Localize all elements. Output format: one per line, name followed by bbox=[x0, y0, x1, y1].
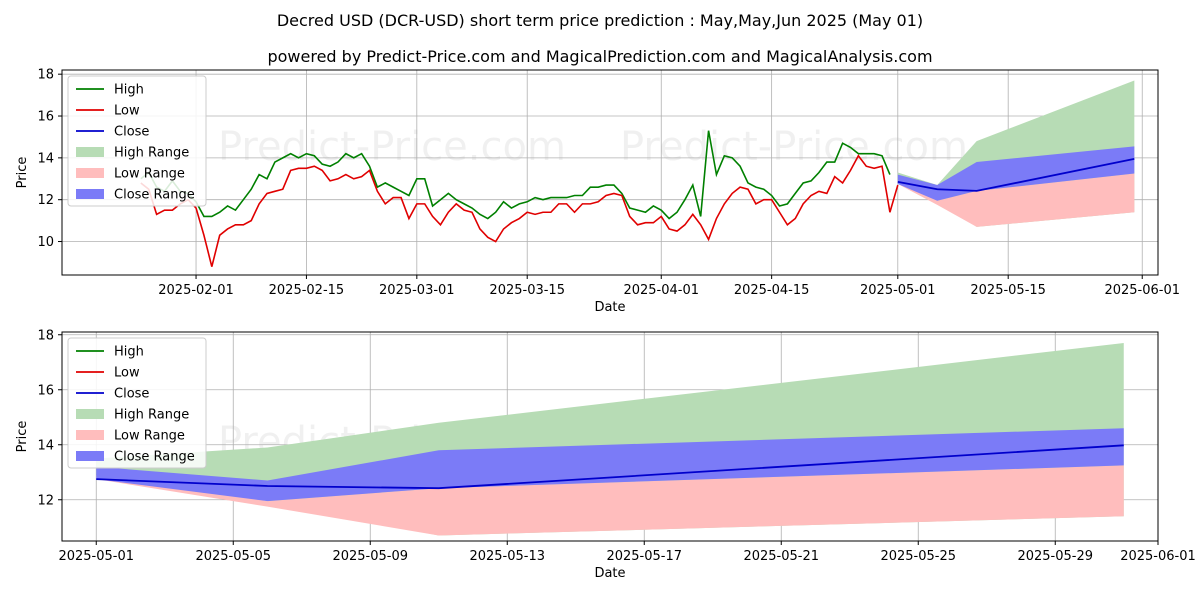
bottom-chart-panel: Predict-Price.comPredict-Price.com2025-0… bbox=[15, 328, 1196, 581]
chart-title: Decred USD (DCR-USD) short term price pr… bbox=[277, 11, 923, 30]
watermark-text: Predict-Price.com bbox=[218, 124, 566, 170]
x-tick-label: 2025-05-29 bbox=[1017, 549, 1093, 564]
plot-frame bbox=[61, 331, 1159, 542]
legend-entry-label: Close bbox=[114, 125, 149, 140]
close-range-band bbox=[897, 146, 1135, 201]
close-range-band bbox=[96, 428, 1124, 502]
y-tick-label: 10 bbox=[37, 235, 54, 250]
legend-swatch-patch bbox=[76, 147, 104, 157]
high-series-line bbox=[140, 130, 891, 220]
y-tick-label: 14 bbox=[37, 438, 54, 453]
x-tick-label: 2025-05-17 bbox=[606, 549, 682, 564]
legend-swatch-patch bbox=[76, 409, 104, 419]
legend-swatch-patch bbox=[76, 168, 104, 178]
legend-entry-label: High Range bbox=[114, 408, 189, 423]
legend-entry-label: High Range bbox=[114, 146, 189, 161]
close-series-line bbox=[96, 444, 1124, 490]
x-tick-label: 2025-03-01 bbox=[379, 283, 455, 298]
legend-entry-label: Low bbox=[114, 366, 140, 381]
x-tick-label: 2025-05-25 bbox=[880, 549, 956, 564]
legend-entry-label: Close Range bbox=[114, 188, 195, 203]
x-tick-label: 2025-02-01 bbox=[158, 283, 234, 298]
legend-swatch-patch bbox=[76, 430, 104, 440]
x-tick-label: 2025-06-01 bbox=[1120, 549, 1196, 564]
low-range-band bbox=[96, 465, 1124, 536]
y-axis-label: Price bbox=[15, 157, 30, 189]
legend-swatch-patch bbox=[76, 189, 104, 199]
y-tick-label: 16 bbox=[37, 110, 54, 125]
x-tick-label: 2025-05-01 bbox=[58, 549, 134, 564]
close-series-line bbox=[897, 158, 1135, 192]
legend-entry-label: High bbox=[114, 345, 144, 360]
x-axis-label: Date bbox=[594, 300, 625, 315]
y-tick-label: 14 bbox=[37, 151, 54, 166]
legend-entry-label: Low Range bbox=[114, 167, 185, 182]
x-axis-label: Date bbox=[594, 566, 625, 581]
x-tick-label: 2025-05-13 bbox=[469, 549, 545, 564]
x-tick-label: 2025-05-15 bbox=[970, 283, 1046, 298]
legend: High Low Close High Range Low Range Close Ran… bbox=[67, 337, 207, 469]
low-range-band bbox=[897, 173, 1135, 227]
legend-entry-label: Low Range bbox=[114, 429, 185, 444]
x-tick-label: 2025-05-05 bbox=[195, 549, 271, 564]
legend-entry-label: Close Range bbox=[114, 450, 195, 465]
legend-entry-label: Close bbox=[114, 387, 149, 402]
low-series-line bbox=[140, 154, 899, 267]
legend-entry-label: High bbox=[114, 83, 144, 98]
plot-frame bbox=[61, 69, 1159, 276]
top-chart-panel: Predict-Price.com Predict-Price.com 2025-0… bbox=[15, 68, 1180, 315]
chart-subtitle: powered by Predict-Price.com and Magical… bbox=[267, 47, 932, 66]
y-tick-label: 18 bbox=[37, 68, 54, 83]
legend-entry-label: Low bbox=[114, 104, 140, 119]
y-tick-label: 16 bbox=[37, 383, 54, 398]
watermark-text: Predict-Price.com bbox=[620, 124, 968, 170]
legend-swatch-patch bbox=[76, 451, 104, 461]
x-tick-label: 2025-06-01 bbox=[1104, 283, 1180, 298]
x-tick-label: 2025-05-09 bbox=[332, 549, 408, 564]
y-tick-label: 12 bbox=[37, 493, 54, 508]
x-tick-label: 2025-04-01 bbox=[623, 283, 699, 298]
y-tick-label: 18 bbox=[37, 328, 54, 343]
y-axis-label: Price bbox=[15, 421, 30, 453]
x-tick-label: 2025-05-21 bbox=[743, 549, 819, 564]
x-tick-label: 2025-03-15 bbox=[489, 283, 565, 298]
y-tick-label: 12 bbox=[37, 193, 54, 208]
x-tick-label: 2025-02-15 bbox=[269, 283, 345, 298]
x-tick-label: 2025-04-15 bbox=[734, 283, 810, 298]
legend: High Low Close High Range Low Range Close Ran… bbox=[67, 75, 207, 207]
x-tick-label: 2025-05-01 bbox=[860, 283, 936, 298]
